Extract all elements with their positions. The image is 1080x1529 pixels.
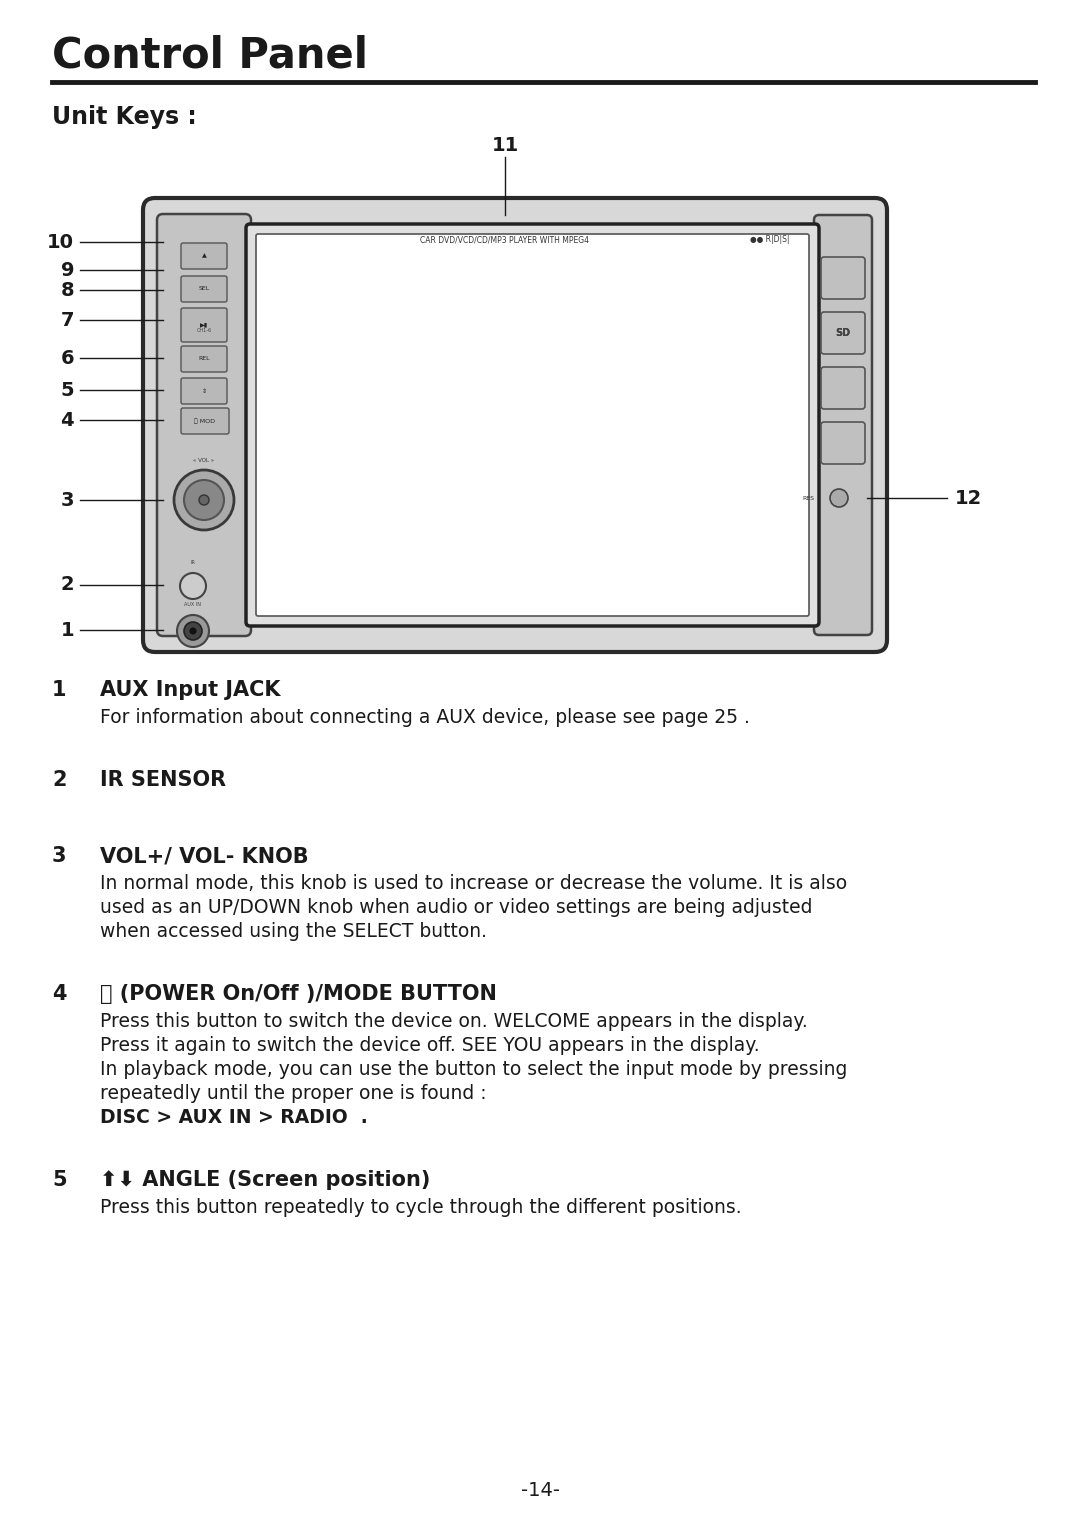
Text: ▲: ▲ (202, 254, 206, 258)
Text: IR: IR (190, 560, 195, 564)
Circle shape (190, 628, 195, 635)
FancyBboxPatch shape (181, 243, 227, 269)
Text: ⇕: ⇕ (201, 388, 206, 393)
Text: 6: 6 (60, 349, 75, 367)
Text: DISC > AUX IN > RADIO  .: DISC > AUX IN > RADIO . (100, 1109, 368, 1127)
Text: Unit Keys :: Unit Keys : (52, 106, 197, 128)
Text: 2: 2 (52, 771, 67, 790)
Text: Press this button repeatedly to cycle through the different positions.: Press this button repeatedly to cycle th… (100, 1199, 742, 1217)
Text: SD: SD (836, 329, 851, 338)
Text: 7: 7 (60, 310, 75, 330)
Text: VOL+/ VOL- KNOB: VOL+/ VOL- KNOB (100, 846, 309, 865)
Text: AUX IN: AUX IN (185, 602, 202, 607)
Circle shape (831, 489, 848, 508)
Text: AUX Input JACK: AUX Input JACK (100, 680, 281, 700)
Text: 1: 1 (60, 621, 75, 639)
Text: 2: 2 (60, 575, 75, 595)
Text: ⬆⬇ ANGLE (Screen position): ⬆⬇ ANGLE (Screen position) (100, 1170, 430, 1190)
FancyBboxPatch shape (181, 307, 227, 342)
Text: 4: 4 (60, 410, 75, 430)
FancyBboxPatch shape (821, 422, 865, 463)
Text: 1: 1 (52, 680, 67, 700)
Text: Control Panel: Control Panel (52, 35, 368, 76)
FancyBboxPatch shape (246, 225, 819, 625)
FancyBboxPatch shape (181, 378, 227, 404)
FancyBboxPatch shape (256, 234, 809, 616)
Text: CAR DVD/VCD/CD/MP3 PLAYER WITH MPEG4: CAR DVD/VCD/CD/MP3 PLAYER WITH MPEG4 (420, 235, 590, 245)
Text: repeatedly until the proper one is found :: repeatedly until the proper one is found… (100, 1084, 487, 1102)
Text: ⏻ MOD: ⏻ MOD (194, 419, 216, 424)
Text: when accessed using the SELECT button.: when accessed using the SELECT button. (100, 922, 487, 940)
Text: 9: 9 (60, 260, 75, 280)
Text: 5: 5 (60, 381, 75, 399)
Text: In normal mode, this knob is used to increase or decrease the volume. It is also: In normal mode, this knob is used to inc… (100, 875, 847, 893)
Text: 5: 5 (52, 1170, 67, 1190)
FancyBboxPatch shape (157, 214, 251, 636)
FancyBboxPatch shape (814, 216, 872, 635)
Text: In playback mode, you can use the button to select the input mode by pressing: In playback mode, you can use the button… (100, 1060, 848, 1079)
Text: SEL: SEL (199, 286, 210, 292)
Circle shape (184, 480, 224, 520)
Text: 3: 3 (60, 491, 75, 509)
Text: SD: SD (836, 329, 851, 338)
Text: ●● R|D|S|: ●● R|D|S| (751, 235, 789, 245)
FancyBboxPatch shape (821, 257, 865, 300)
Text: 4: 4 (52, 985, 67, 1005)
Text: -14-: -14- (521, 1480, 559, 1500)
Text: « VOL »: « VOL » (193, 457, 215, 462)
Text: 3: 3 (52, 846, 67, 865)
Circle shape (177, 615, 210, 647)
Text: CH1-6: CH1-6 (197, 327, 212, 332)
Text: For information about connecting a AUX device, please see page 25 .: For information about connecting a AUX d… (100, 708, 750, 726)
FancyBboxPatch shape (821, 312, 865, 355)
Text: ⏻ (POWER On/Off )/MODE BUTTON: ⏻ (POWER On/Off )/MODE BUTTON (100, 985, 497, 1005)
Text: 11: 11 (491, 136, 518, 154)
FancyBboxPatch shape (181, 408, 229, 434)
Text: IR SENSOR: IR SENSOR (100, 771, 226, 790)
Text: REL: REL (199, 356, 210, 361)
Text: used as an UP/DOWN knob when audio or video settings are being adjusted: used as an UP/DOWN knob when audio or vi… (100, 898, 812, 917)
Text: Press it again to switch the device off. SEE YOU appears in the display.: Press it again to switch the device off.… (100, 1037, 759, 1055)
FancyBboxPatch shape (821, 367, 865, 408)
Circle shape (180, 573, 206, 599)
Circle shape (174, 469, 234, 531)
Text: Press this button to switch the device on. WELCOME appears in the display.: Press this button to switch the device o… (100, 1012, 808, 1031)
Text: 12: 12 (955, 488, 982, 508)
Text: RES: RES (802, 495, 814, 500)
Text: 8: 8 (60, 280, 75, 300)
Circle shape (199, 495, 210, 505)
FancyBboxPatch shape (143, 197, 887, 651)
Text: ▶▮: ▶▮ (200, 323, 208, 327)
FancyBboxPatch shape (181, 277, 227, 303)
FancyBboxPatch shape (181, 346, 227, 372)
Text: 10: 10 (48, 232, 75, 251)
Circle shape (184, 622, 202, 641)
